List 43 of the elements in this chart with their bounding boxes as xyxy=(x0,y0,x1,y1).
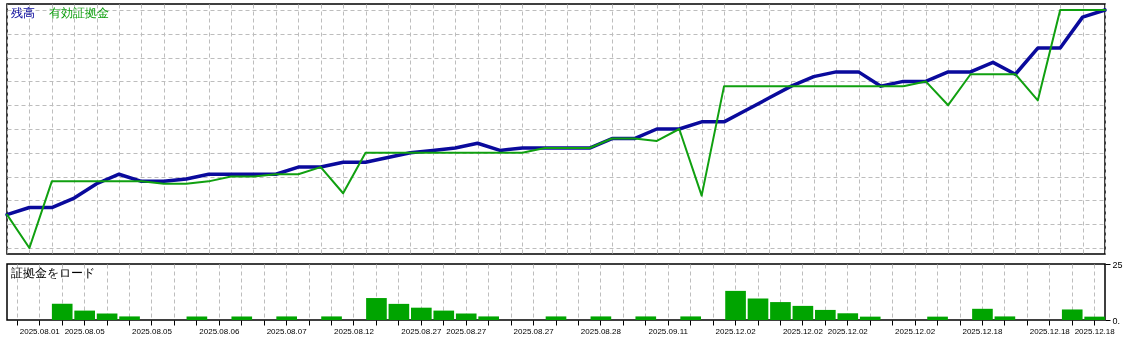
text: 有効証拠金 xyxy=(49,6,109,20)
x-tick-label: 2025.08.27 xyxy=(513,326,555,336)
x-tick-label: 2025.08.27 xyxy=(401,326,442,336)
x-tick-label: 2025.12.02 xyxy=(895,326,936,336)
x-tick-label: 2025.12.02 xyxy=(715,326,757,336)
bar xyxy=(635,316,657,320)
bar xyxy=(231,316,253,320)
bar xyxy=(792,305,814,320)
bar xyxy=(770,302,791,320)
bar xyxy=(321,316,342,320)
x-tick-label: 2025.08.05 xyxy=(64,326,106,336)
x-tick-label: 2025.08.07 xyxy=(266,326,308,336)
x-tick-label: 2025.08.12 xyxy=(333,326,375,336)
bar xyxy=(366,298,387,320)
x-tick-label: 2025.12.18 xyxy=(1074,326,1116,336)
bar xyxy=(680,316,701,320)
bar xyxy=(545,316,567,320)
x-tick-label: 2025.12.18 xyxy=(962,326,1004,336)
chart-title: 証拠金をロード xyxy=(11,266,95,280)
x-tick-label: 2025.09.11 xyxy=(648,326,689,336)
bar xyxy=(994,316,1016,320)
x-tick-label: 2025.12.02 xyxy=(782,326,824,336)
y-tick-label: 25 xyxy=(1112,259,1123,270)
x-tick-label: 2025.08.06 xyxy=(199,326,240,336)
bar xyxy=(747,298,769,320)
bar xyxy=(276,316,297,320)
bar xyxy=(96,313,118,320)
bar xyxy=(590,316,612,320)
bar xyxy=(972,308,993,320)
bar xyxy=(119,316,140,320)
bar xyxy=(859,316,881,320)
x-tick-label: 2025.12.18 xyxy=(1029,326,1071,336)
bar xyxy=(725,290,746,320)
x-tick-label: 2025.12.02 xyxy=(827,326,869,336)
x-tick-label: 2025.08.05 xyxy=(131,326,173,336)
bar xyxy=(388,303,410,320)
x-tick-label: 2025.08.01 xyxy=(19,326,61,336)
bar xyxy=(927,316,948,320)
text: 残高 xyxy=(11,6,35,20)
x-tick-label: 2025.08.27 xyxy=(446,326,487,336)
x-tick-label: 2025.08.28 xyxy=(580,326,622,336)
y-tick-label: 0. xyxy=(1112,315,1121,326)
bar xyxy=(186,316,208,320)
